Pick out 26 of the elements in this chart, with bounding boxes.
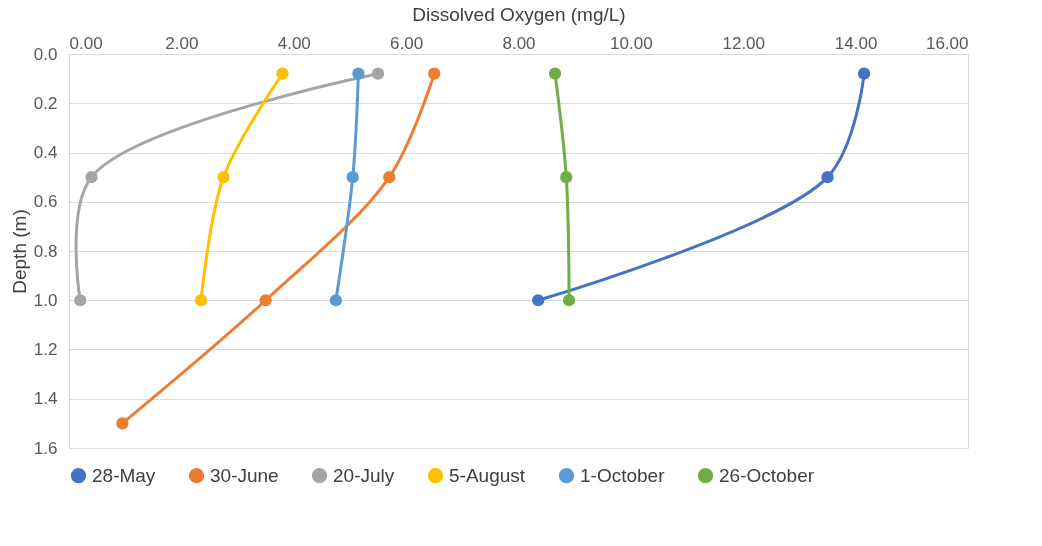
x-tick-label: 14.00 (834, 33, 878, 53)
x-tick-label: 2.00 (165, 33, 199, 53)
legend-label: 28-May (92, 464, 156, 486)
y-tick-label: 1.0 (33, 290, 58, 310)
legend-label: 20-July (333, 464, 395, 486)
y-tick-label: 0.0 (33, 44, 58, 64)
legend-label: 5-August (449, 464, 526, 486)
x-tick-label: 12.00 (722, 33, 766, 53)
y-tick-label: 0.2 (33, 93, 58, 113)
x-tick-label: 6.00 (390, 33, 424, 53)
x-axis-title: Dissolved Oxygen (mg/L) (412, 3, 626, 25)
x-tick-label: 16.00 (925, 33, 969, 53)
legend-label: 26-October (719, 464, 815, 486)
x-tick-label: 10.00 (610, 33, 653, 53)
x-tick-label: 0.00 (69, 33, 103, 53)
y-tick-label: 0.4 (33, 143, 58, 162)
legend-label: 30-June (210, 464, 279, 486)
y-tick-label: 1.6 (33, 438, 58, 458)
x-tick-label: 8.00 (502, 33, 536, 53)
y-tick-label: 1.4 (33, 389, 58, 409)
x-tick-label: 4.00 (277, 33, 311, 53)
y-tick-label: 1.2 (33, 340, 58, 359)
legend-label: 1-October (580, 464, 666, 486)
y-tick-label: 0.6 (33, 192, 58, 212)
y-axis-title: Depth (m) (8, 209, 30, 294)
y-tick-label: 0.8 (33, 241, 58, 261)
